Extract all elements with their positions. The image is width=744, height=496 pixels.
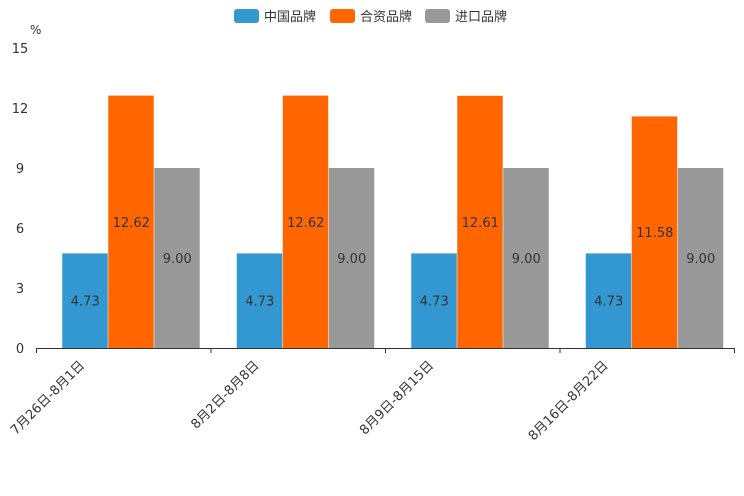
bar-data-label: 9.00 xyxy=(686,252,715,267)
bar-data-label: 4.73 xyxy=(245,295,274,310)
bar-data-label: 9.00 xyxy=(337,252,366,267)
legend-swatch xyxy=(330,9,355,23)
x-category-label: 8月16日-8月22日 xyxy=(526,358,612,444)
legend-label: 进口品牌 xyxy=(455,9,507,25)
legend-label: 合资品牌 xyxy=(360,9,412,25)
bar-data-label: 9.00 xyxy=(163,252,192,267)
x-category-label: 7月26日-8月1日 xyxy=(8,358,88,438)
bar[interactable] xyxy=(585,253,632,348)
bar-data-label: 12.62 xyxy=(113,216,150,231)
x-category-label: 8月2日-8月8日 xyxy=(188,358,262,432)
y-tick-label: 0 xyxy=(16,342,24,357)
bar-data-label: 4.73 xyxy=(420,295,449,310)
bar-data-label: 9.00 xyxy=(512,252,541,267)
legend-label: 中国品牌 xyxy=(264,9,316,25)
bar-data-label: 12.62 xyxy=(287,216,324,231)
x-axis: 7月26日-8月1日 8月2日-8月8日 8月9日-8月15日 8月16日-8月22日 xyxy=(8,348,735,444)
bar[interactable] xyxy=(677,168,724,348)
bar-data-label: 4.73 xyxy=(594,295,623,310)
legend-item[interactable]: 进口品牌 xyxy=(425,9,507,25)
bar[interactable] xyxy=(631,116,678,349)
bar[interactable] xyxy=(154,168,200,348)
bar[interactable] xyxy=(503,168,549,348)
x-category-label: 8月9日-8月15日 xyxy=(357,358,437,438)
bars: 4.73 12.62 9.00 4.73 12.62 9.00 4.73 12.61 9.00 4… xyxy=(62,95,724,349)
y-axis: % 0 3 6 9 12 15 xyxy=(12,23,42,357)
y-tick-label: 9 xyxy=(16,162,24,177)
legend-item[interactable]: 中国品牌 xyxy=(234,9,316,25)
bar[interactable] xyxy=(236,253,283,348)
bar[interactable] xyxy=(62,253,108,348)
bar[interactable] xyxy=(457,95,503,348)
bar[interactable] xyxy=(108,95,154,348)
bar[interactable] xyxy=(411,253,457,348)
legend-item[interactable]: 合资品牌 xyxy=(330,9,412,25)
bar[interactable] xyxy=(328,168,375,348)
bar-data-label: 4.73 xyxy=(71,295,100,310)
bar-data-label: 12.61 xyxy=(462,216,499,231)
y-tick-label: 6 xyxy=(16,222,24,237)
legend-swatch xyxy=(425,9,450,23)
y-tick-label: 12 xyxy=(12,102,29,117)
y-unit-label: % xyxy=(30,23,41,37)
bar-data-label: 11.58 xyxy=(636,226,673,241)
y-tick-label: 15 xyxy=(12,42,29,57)
legend: 中国品牌 合资品牌 进口品牌 xyxy=(234,9,507,25)
legend-swatch xyxy=(234,9,259,23)
bar[interactable] xyxy=(282,95,329,348)
y-tick-label: 3 xyxy=(16,282,24,297)
